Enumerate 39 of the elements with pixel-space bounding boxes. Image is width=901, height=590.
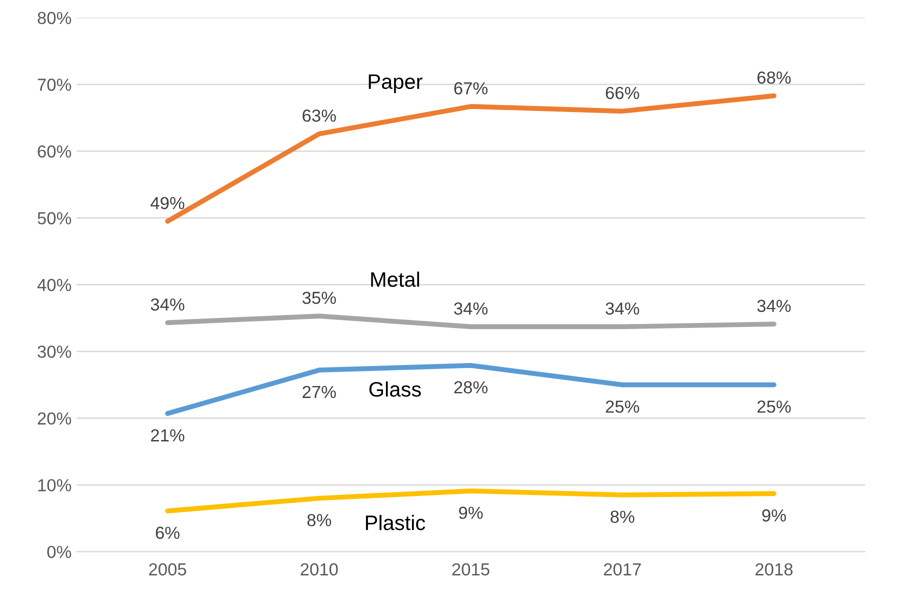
y-tick-label: 80% [38, 12, 72, 24]
x-tick-label: 2005 [149, 563, 186, 576]
y-tick-label: 60% [38, 145, 72, 158]
y-tick-label: 40% [37, 278, 72, 292]
series-label: Plastic [366, 514, 426, 530]
data-label: 35% [302, 292, 336, 304]
x-tick-label: 2017 [604, 563, 641, 576]
data-label: 8% [307, 514, 332, 526]
data-label: 34% [150, 298, 184, 311]
data-label: 34% [454, 302, 488, 315]
y-tick-label: 50% [38, 212, 72, 224]
data-label: 25% [606, 400, 640, 413]
data-label: 9% [762, 509, 786, 522]
series-label: Metal [371, 272, 420, 287]
y-tick-label: 10% [38, 479, 72, 492]
y-tick-label: 30% [38, 346, 72, 358]
x-tick-label: 2015 [452, 563, 490, 576]
x-tick-label: 2018 [756, 563, 793, 576]
y-tick-label: 20% [38, 412, 72, 425]
y-tick-label: 70% [38, 78, 72, 91]
data-label: 21% [151, 429, 184, 442]
data-label: 28% [454, 381, 488, 394]
data-label: 6% [156, 526, 180, 539]
data-label: 66% [606, 86, 640, 100]
data-label: 8% [610, 510, 634, 523]
y-tick-label: 0% [47, 546, 72, 558]
data-label: 34% [606, 302, 640, 315]
line-series [165, 314, 776, 330]
data-label: 34% [757, 300, 791, 312]
data-label: 27% [302, 386, 336, 398]
x-tick-label: 2010 [300, 563, 338, 576]
data-label: 25% [757, 400, 791, 413]
data-label: 49% [150, 196, 184, 210]
data-label: 68% [758, 71, 791, 84]
data-label: 67% [454, 82, 488, 94]
series-label: Paper [368, 74, 422, 94]
data-label: 9% [459, 506, 483, 519]
data-label: 63% [302, 110, 336, 122]
series-label: Glass [369, 381, 421, 397]
